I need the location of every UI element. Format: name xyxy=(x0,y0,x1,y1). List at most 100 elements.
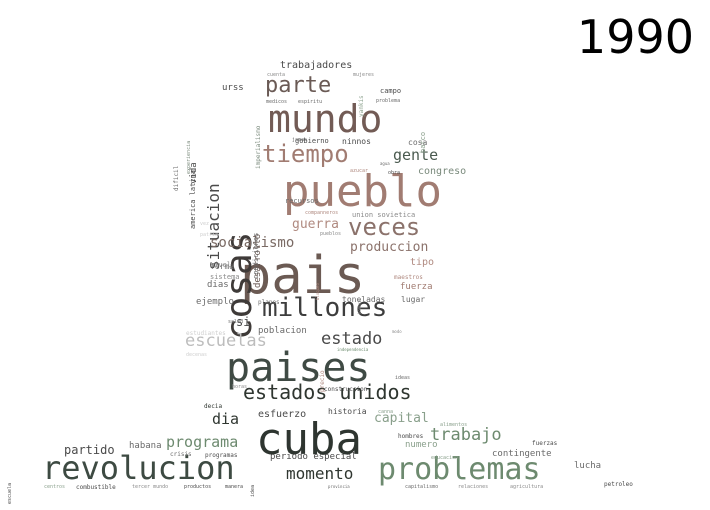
cloud-word: barco xyxy=(419,132,427,154)
cloud-word: ideas xyxy=(395,375,411,381)
cloud-word: vez xyxy=(200,221,210,227)
cloud-word: escuelas xyxy=(185,331,267,351)
cloud-word: pueblos xyxy=(320,231,342,237)
cloud-word: lucha xyxy=(574,461,602,471)
cloud-word: nivel xyxy=(210,261,232,269)
cloud-word: pueblo xyxy=(283,166,442,217)
cloud-word: guerra xyxy=(292,217,339,232)
cloud-word: momento xyxy=(286,464,354,483)
cloud-word: cosa xyxy=(408,138,428,147)
cloud-word: programas xyxy=(205,452,238,459)
cloud-word: tipo xyxy=(410,257,435,268)
cloud-word: condiciones xyxy=(252,233,260,280)
cloud-word: socialismo xyxy=(210,235,295,251)
cloud-word: tercer mundo xyxy=(132,484,169,490)
cloud-word: gente xyxy=(393,146,439,164)
cloud-word: capital xyxy=(374,411,429,426)
cloud-word: idea xyxy=(250,485,256,498)
cloud-word: provincia xyxy=(328,484,350,489)
cloud-word: poblacion xyxy=(258,326,307,336)
cloud-word: jamas xyxy=(292,137,308,143)
cloud-word: medicos xyxy=(266,99,288,105)
cloud-word: millones xyxy=(262,293,388,323)
year-label: 1990 xyxy=(576,10,694,64)
cloud-word: capitalismo xyxy=(405,484,439,490)
cloud-word: petroleo xyxy=(604,481,633,488)
cloud-word: construccion xyxy=(324,386,368,393)
cloud-word: hombres xyxy=(398,433,424,440)
cloud-word: planes xyxy=(258,299,280,306)
cloud-word: independencia xyxy=(337,347,369,352)
cloud-word: manera xyxy=(225,484,244,490)
cloud-word: patria xyxy=(200,232,219,238)
cloud-word: salud xyxy=(228,319,244,325)
cloud-word: centros xyxy=(44,484,66,490)
cloud-word: modo xyxy=(392,329,402,334)
cloud-word: paises xyxy=(226,345,371,391)
cloud-word: produccion xyxy=(350,240,429,255)
cloud-word: campo xyxy=(380,87,402,95)
cloud-word: america latina xyxy=(189,170,197,230)
cloud-word: educacion xyxy=(431,455,459,461)
cloud-word: obra xyxy=(388,170,401,176)
cloud-word: ejemplo xyxy=(196,297,234,307)
cloud-word: esfuerzo xyxy=(258,409,307,420)
cloud-word: trabajadores xyxy=(280,60,353,71)
cloud-word: recursos xyxy=(285,197,319,205)
cloud-word: numero xyxy=(405,440,438,450)
cloud-word: relaciones xyxy=(458,484,489,490)
cloud-word: sistema xyxy=(210,273,240,281)
cloud-word: azucar xyxy=(350,168,369,174)
cloud-word: estado xyxy=(321,329,383,349)
cloud-word: espiritu xyxy=(298,99,323,105)
cloud-word: veces xyxy=(348,213,421,241)
cloud-word: periodo especial xyxy=(270,452,357,462)
cloud-word: mujeres xyxy=(353,72,375,78)
cloud-word: estudiantes xyxy=(186,330,226,337)
cloud-word: historia xyxy=(328,407,367,416)
cloud-word: partido xyxy=(64,443,115,457)
cloud-word: mundo xyxy=(268,97,383,141)
cloud-word: tiempo xyxy=(262,140,349,168)
cloud-word: fuerzas xyxy=(532,440,558,447)
cloud-word: fuerza xyxy=(400,282,433,292)
cloud-word: bloqueo xyxy=(315,283,320,300)
cloud-word: maestros xyxy=(394,274,423,281)
cloud-word: programa xyxy=(166,433,239,451)
cloud-word: escuela xyxy=(7,483,13,505)
cloud-word: cuba xyxy=(256,414,362,465)
cloud-word: ninnos xyxy=(342,137,371,146)
cloud-word: contingente xyxy=(492,449,552,459)
cloud-word: agua xyxy=(380,161,390,166)
cloud-word: alimentos xyxy=(440,422,468,428)
cloud-word: trabajo xyxy=(430,425,502,445)
cloud-word: crisis xyxy=(170,451,192,458)
cloud-word: dia xyxy=(212,410,240,428)
cloud-word: pais xyxy=(240,246,366,306)
cloud-word: dias xyxy=(207,280,229,290)
cloud-word: productos xyxy=(184,484,212,490)
cloud-word: decenas xyxy=(186,352,208,358)
cloud-word: experiencia xyxy=(186,141,192,175)
cloud-word: imperialismo xyxy=(255,126,262,170)
cloud-word: horas xyxy=(232,384,248,390)
cloud-word: revolucion xyxy=(42,449,235,487)
cloud-word: combustible xyxy=(76,484,116,491)
cloud-word: toneladas xyxy=(342,295,386,304)
cloud-word: problema xyxy=(376,98,401,104)
cloud-word: parte xyxy=(265,73,332,98)
cloud-word: decia xyxy=(204,403,223,410)
cloud-word: cuenta xyxy=(267,72,286,78)
cloud-word: si xyxy=(236,315,251,329)
cloud-word: habana xyxy=(129,441,162,451)
cloud-word: urss xyxy=(222,83,244,93)
cloud-word: yankis xyxy=(358,95,365,117)
cloud-word: lugar xyxy=(401,295,426,304)
cloud-word: estados unidos xyxy=(243,380,412,404)
cloud-word: canna xyxy=(378,409,394,415)
cloud-word: gobierno xyxy=(295,137,329,145)
cloud-word: problemas xyxy=(378,452,541,487)
cloud-word: companneros xyxy=(305,210,339,216)
cloud-word: hombre xyxy=(357,300,362,315)
